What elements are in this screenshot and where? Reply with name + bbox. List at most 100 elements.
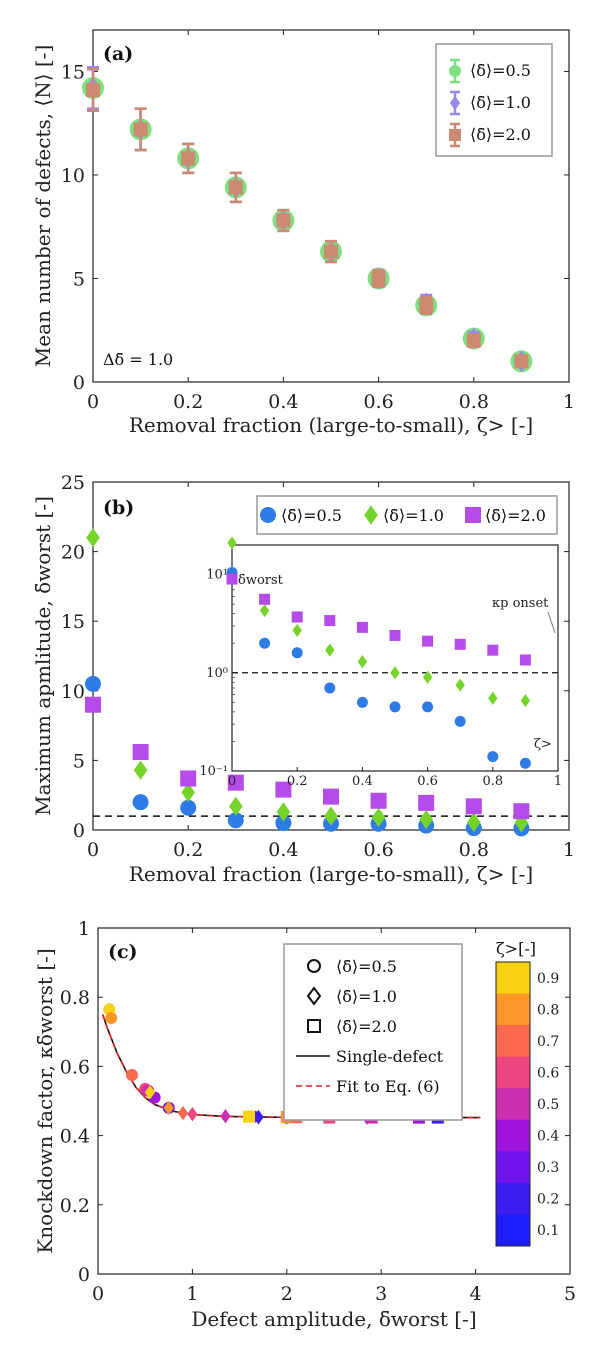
panel-b-ytick-label: 0: [73, 820, 85, 842]
panel-b-point: [180, 799, 197, 816]
panel-a-point: [86, 83, 100, 98]
panel-a-xtick-label: 0.4: [268, 391, 298, 413]
panel-c-ytick-label: 0.4: [60, 1126, 90, 1148]
panel-b-legend-entry-2: ⟨δ̄⟩=1.0: [383, 506, 444, 525]
panel-b-inset: 0 0.2 0.4 0.6 0.8 1 10⁻¹ 10⁰ 10¹ δ̄worst ζ> κp o…: [199, 536, 562, 789]
panel-c-legend-entry-1: ⟨δ̄⟩=0.5: [336, 957, 397, 976]
panel-a-xtick-label: 1: [563, 391, 575, 413]
panel-a-legend-entry-2: ⟨δ̄⟩=1.0: [470, 93, 531, 112]
panel-c-colorbar-tick-label: 0.2: [537, 1192, 559, 1208]
panel-c-label: (c): [108, 941, 138, 963]
panel-a-ytick-label: 15: [61, 61, 85, 83]
panel-c: 0 1 2 3 4 5 0 0.2 0.4 0.6 0.8 1 (c) Defect amplitud…: [33, 918, 576, 1331]
panel-b-inset-point: [291, 611, 303, 623]
panel-a-point: [466, 333, 481, 348]
panel-c-legend-marker-square: [307, 1019, 321, 1033]
panel-c-legend-entry-4: Single-defect: [336, 1047, 444, 1066]
panel-b-point: [85, 696, 101, 713]
panel-a-ylabel: Mean number of defects, ⟨N⟩ [-]: [31, 45, 55, 367]
panel-c-colorbar-tick-label: 0.9: [537, 971, 559, 987]
panel-c-ytick-label: 0.6: [60, 1056, 90, 1078]
panel-b-point: [227, 774, 244, 791]
panel-c-colorbar-tick-label: 0.4: [537, 1129, 559, 1145]
panel-b-xtick-label: 0.8: [459, 839, 489, 861]
panel-c-colorbar-tick-label: 0.6: [537, 1065, 559, 1081]
panel-b-legend-entry-3: ⟨δ̄⟩=2.0: [485, 506, 546, 525]
panel-b-ylabel: Maximum apmlitude, δ̄worst [-]: [31, 496, 55, 816]
panel-c-point: [243, 1110, 256, 1123]
panel-b-inset-point: [455, 678, 465, 692]
panel-b-inset-ytick-label: 10⁰: [206, 666, 228, 681]
panel-b-inset-ticks: 0 0.2 0.4 0.6 0.8 1 10⁻¹ 10⁰ 10¹: [199, 568, 562, 789]
panel-c-ytick-label: 0.8: [60, 987, 90, 1009]
panel-c-point: [144, 1085, 156, 1100]
panel-b-inset-point: [325, 643, 335, 657]
panel-c-colorbar-segment: [496, 1088, 530, 1121]
panel-a-legend-entry-3: ⟨δ̄⟩=2.0: [470, 125, 531, 144]
panel-c-point: [163, 1100, 174, 1116]
panel-b-legend-marker: [260, 507, 276, 523]
panel-c-xtick-label: 2: [281, 1283, 293, 1305]
panel-b-inset-point: [259, 603, 270, 618]
panel-b-xtick-label: 0.4: [268, 839, 298, 861]
panel-c-ticks: 0 1 2 3 4 5 0 0.2 0.4 0.6 0.8 1: [60, 918, 576, 1305]
panel-c-legend-entry-5: Fit to Eq. (6): [336, 1077, 440, 1096]
panel-a-point: [324, 244, 338, 259]
panel-b-point: [180, 770, 197, 787]
panel-b-point: [275, 815, 292, 832]
panel-c-point: [105, 1011, 118, 1024]
panel-b-point: [465, 798, 482, 815]
panel-b-inset-point: [356, 621, 368, 633]
panel-c-axes: [97, 927, 571, 1275]
panel-b-label: (b): [103, 497, 134, 519]
panel-b-inset-point: [389, 629, 401, 641]
panel-c-xtick-label: 3: [375, 1283, 387, 1305]
panel-b-inset-annotation-arrow: [547, 611, 556, 634]
panel-b-point: [324, 806, 338, 826]
panel-b-legend-entry-1: ⟨δ̄⟩=0.5: [281, 506, 342, 525]
panel-b-inset-point: [259, 593, 271, 605]
panel-b-point: [371, 807, 386, 828]
panel-b-xtick-label: 1: [563, 839, 575, 861]
panel-b-inset-point: [487, 644, 499, 656]
panel-b-inset-xtick-label: 1: [554, 774, 562, 789]
panel-b-legend-box: [256, 495, 558, 535]
panel-a-xtick-label: 0.8: [459, 391, 489, 413]
panel-c-colorbar-segment: [496, 1025, 530, 1058]
panel-b-xtick-label: 0.6: [363, 839, 393, 861]
panel-b-point: [323, 788, 339, 805]
panel-c-colorbar-segment: [496, 993, 530, 1026]
panel-b-point: [275, 781, 292, 798]
panel-c-colorbar-title: ζ>[-]: [496, 939, 536, 958]
panel-b-xtick-label: 0.2: [173, 839, 203, 861]
panel-b-inset-point: [454, 638, 466, 650]
panel-b-legend-marker: [465, 507, 481, 523]
panel-c-point: [125, 1069, 138, 1082]
panel-b-inset-axes: [231, 544, 559, 772]
panel-a-point: [419, 298, 434, 313]
panel-c-colorbar-segment: [496, 1151, 530, 1184]
panel-c-ytick-label: 1: [78, 918, 90, 940]
panel-b-inset-xtick-label: 0.8: [482, 774, 503, 789]
panel-c-ytick-label: 0: [78, 1264, 90, 1286]
panel-c-colorbar: ζ>[-] 0.1 0.2 0.3 0.4 0.5 0.6 0.7 0.8 0.9: [495, 939, 559, 1247]
panel-c-colorbar-tick-label: 0.8: [537, 1002, 559, 1018]
panel-b-inset-xtick-label: 0.6: [417, 774, 438, 789]
panel-b-legend: ⟨δ̄⟩=0.5 ⟨δ̄⟩=1.0 ⟨δ̄⟩=2.0: [256, 495, 558, 535]
panel-b-ytick-label: 20: [61, 542, 85, 564]
panel-b-point: [133, 760, 148, 780]
panel-b-inset-point: [389, 701, 401, 713]
panel-a-ytick-label: 5: [73, 268, 85, 290]
panel-a-point: [371, 271, 386, 286]
panel-b-inset-ytick-label: 10⁻¹: [199, 764, 228, 779]
panel-b-inset-data: [226, 536, 531, 769]
panel-b-point: [513, 803, 530, 820]
panel-b-inset-point: [487, 751, 499, 763]
panel-b-data: [85, 528, 530, 837]
panel-b-inset-point: [324, 615, 336, 627]
panel-b-inset-xtick-label: 0.2: [287, 774, 308, 789]
panel-b-xlabel: Removal fraction (large-to-small), ζ> [-…: [129, 862, 533, 886]
panel-b-point: [229, 796, 243, 816]
